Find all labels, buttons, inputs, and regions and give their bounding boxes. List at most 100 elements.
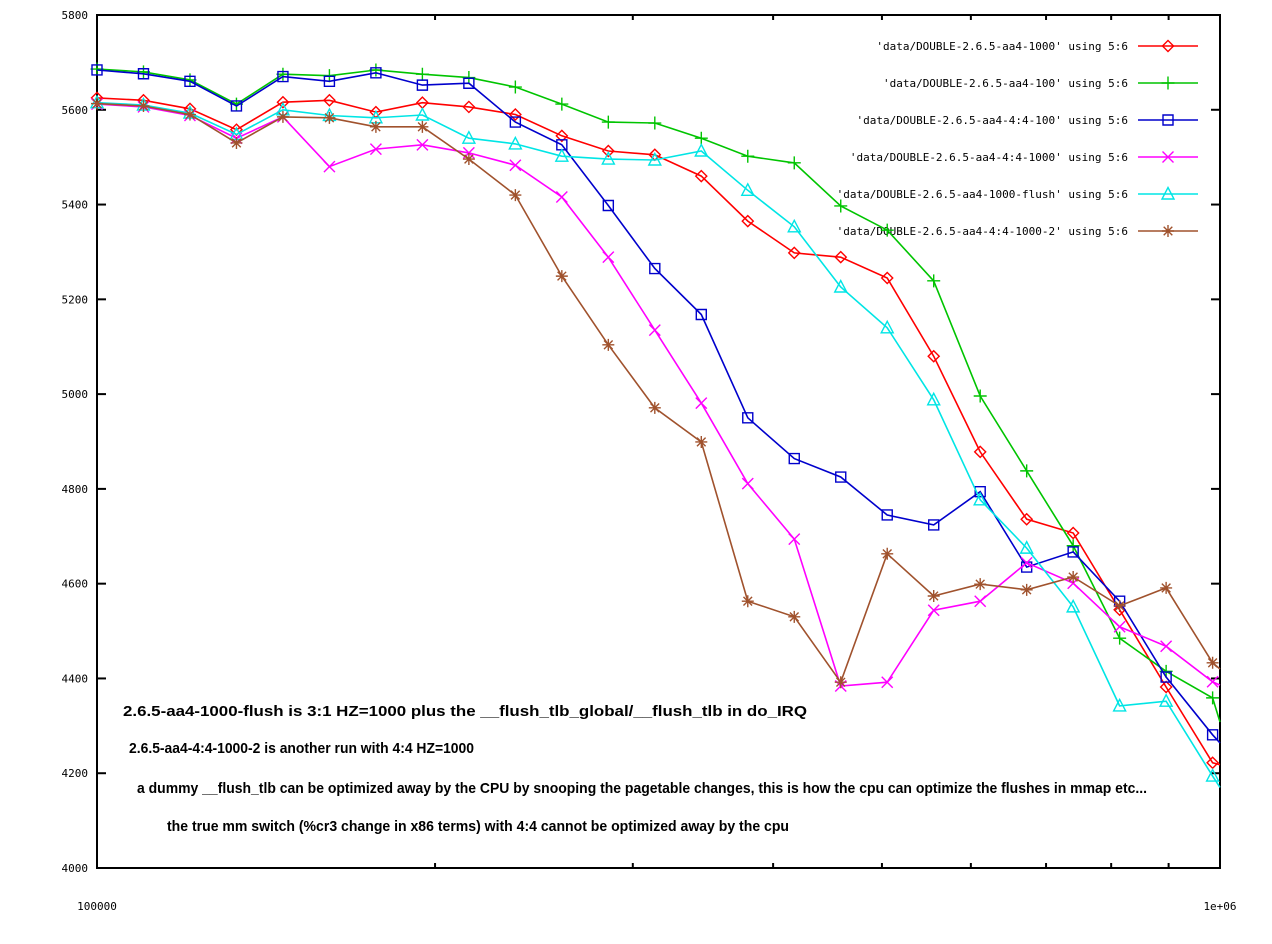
triangle-marker-icon: [787, 218, 802, 233]
x-marker-icon: [927, 604, 940, 617]
square-marker-icon: [974, 486, 986, 498]
x-marker-icon: [741, 477, 754, 490]
legend-label-aa4-1000: 'data/DOUBLE-2.6.5-aa4-1000' using 5:6: [876, 40, 1128, 53]
square-marker-icon: [137, 68, 150, 80]
y-axis: 5800 5600 5400 5200 5000 4800 4600 4400 4200 4000: [62, 9, 1220, 875]
plus-marker-icon: [834, 199, 848, 213]
asterisk-marker-icon: [462, 153, 475, 166]
triangle-marker-icon: [601, 151, 616, 165]
square-marker-icon: [788, 452, 800, 465]
annotation-line-2: 2.6.5-aa4-4:4-1000-2 is another run with…: [129, 740, 474, 757]
x-marker-icon: [416, 138, 429, 151]
square-marker-icon: [184, 75, 196, 88]
x-tick-label: 100000: [77, 900, 117, 913]
asterisk-marker-icon: [741, 595, 754, 608]
square-marker-icon: [602, 199, 615, 212]
square-marker-icon: [323, 75, 336, 88]
y-tick-label: 4600: [62, 578, 89, 591]
legend-x-marker-icon: [1162, 151, 1174, 163]
diamond-marker-icon: [694, 169, 708, 183]
asterisk-marker-icon: [602, 338, 615, 351]
asterisk-marker-icon: [369, 120, 382, 133]
plus-marker-icon: [787, 156, 801, 170]
legend-label-aa4-4-4-1000-2: 'data/DOUBLE-2.6.5-aa4-4:4-1000-2' using…: [837, 225, 1128, 238]
legend-square-marker-icon: [1162, 114, 1174, 126]
x-marker-icon: [602, 251, 615, 264]
legend-asterisk-marker-icon: [1162, 225, 1174, 237]
asterisk-marker-icon: [323, 111, 336, 124]
triangle-marker-icon: [461, 130, 477, 144]
square-marker-icon: [416, 79, 429, 91]
triangle-marker-icon: [1112, 697, 1127, 712]
triangle-marker-icon: [694, 142, 709, 157]
x-tick-label: 1e+06: [1203, 900, 1236, 913]
triangle-marker-icon: [1158, 693, 1174, 707]
x-marker-icon: [974, 595, 987, 608]
diamond-marker-icon: [1020, 512, 1034, 526]
diamond-marker-icon: [880, 271, 894, 285]
legend-label-aa4-1000-flush: 'data/DOUBLE-2.6.5-aa4-1000-flush' using…: [837, 188, 1128, 201]
series-aa4-1000-flush: [89, 94, 1221, 788]
square-marker-icon: [695, 308, 707, 321]
square-marker-icon: [277, 70, 289, 83]
asterisk-marker-icon: [974, 578, 987, 591]
square-marker-icon: [742, 412, 754, 424]
triangle-marker-icon: [880, 319, 895, 334]
legend: 'data/DOUBLE-2.6.5-aa4-1000' using 5:6 'd…: [837, 39, 1198, 238]
diamond-marker-icon: [322, 93, 336, 107]
legend-triangle-marker-icon: [1160, 185, 1176, 200]
y-tick-label: 5200: [62, 293, 89, 306]
square-marker-icon: [370, 67, 382, 79]
y-tick-label: 4000: [62, 862, 89, 875]
legend-entry-aa4-100: 'data/DOUBLE-2.6.5-aa4-100' using 5:6: [883, 76, 1198, 90]
x-marker-icon: [509, 159, 522, 172]
triangle-marker-icon: [415, 106, 430, 121]
plus-marker-icon: [880, 223, 894, 237]
y-tick-label: 4200: [62, 767, 89, 780]
plus-marker-icon: [1020, 464, 1034, 478]
legend-label-aa4-4-4-1000: 'data/DOUBLE-2.6.5-aa4-4:4-1000' using 5…: [850, 151, 1128, 164]
triangle-marker-icon: [508, 135, 523, 150]
annotation-line-4: the true mm switch (%cr3 change in x86 t…: [167, 818, 789, 835]
asterisk-marker-icon: [1020, 583, 1033, 596]
diamond-marker-icon: [741, 214, 755, 228]
asterisk-marker-icon: [416, 120, 429, 133]
asterisk-marker-icon: [1067, 571, 1080, 584]
x-marker-icon: [1160, 640, 1173, 653]
y-tick-label: 5600: [62, 104, 89, 117]
triangle-marker-icon: [833, 278, 848, 293]
x-marker-icon: [788, 533, 801, 546]
annotation-line-3: a dummy __flush_tlb can be optimized awa…: [137, 780, 1147, 797]
x-marker-icon: [648, 324, 661, 337]
y-tick-label: 4400: [62, 672, 89, 685]
plus-marker-icon: [508, 80, 522, 94]
asterisk-marker-icon: [1113, 599, 1126, 612]
plus-marker-icon: [927, 274, 941, 288]
triangle-marker-icon: [647, 151, 662, 166]
asterisk-marker-icon: [648, 401, 661, 414]
diamond-marker-icon: [601, 144, 615, 158]
series-aa4-4-4-100: [91, 64, 1221, 744]
diamond-marker-icon: [1066, 526, 1080, 540]
series-line-aa4-4-4-1000-2: [96, 102, 1221, 684]
triangle-marker-icon: [973, 491, 988, 506]
annotations: 2.6.5-aa4-1000-flush is 3:1 HZ=1000 plus…: [123, 703, 1147, 835]
triangle-marker-icon: [1066, 598, 1081, 613]
x-marker-icon: [881, 676, 894, 689]
triangle-marker-icon: [1019, 540, 1034, 554]
asterisk-marker-icon: [695, 435, 708, 448]
triangle-marker-icon: [1205, 768, 1220, 782]
series-line-aa4-1000: [96, 97, 1221, 766]
plus-marker-icon: [973, 389, 987, 403]
series-line-aa4-4-4-100: [96, 69, 1221, 744]
x-marker-icon: [695, 397, 708, 410]
square-marker-icon: [1067, 546, 1079, 558]
series-line-aa4-1000-flush: [96, 101, 1221, 788]
plot-border: [96, 14, 1221, 869]
asterisk-marker-icon: [230, 136, 243, 149]
asterisk-marker-icon: [276, 110, 289, 123]
legend-entry-aa4-4-4-1000: 'data/DOUBLE-2.6.5-aa4-4:4-1000' using 5…: [850, 151, 1198, 164]
plus-marker-icon: [1206, 691, 1220, 705]
y-tick-label: 5000: [62, 388, 89, 401]
